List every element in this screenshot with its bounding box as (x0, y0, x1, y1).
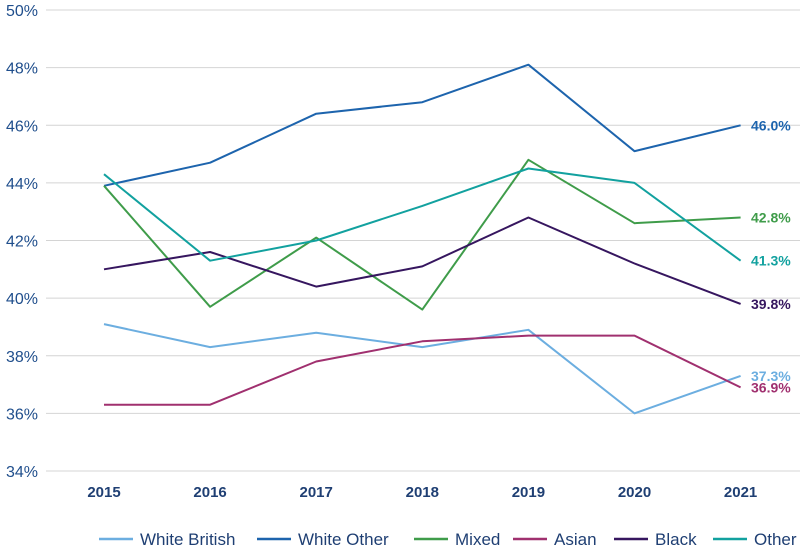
end-label-black: 39.8% (751, 296, 791, 312)
series-line-white-british (103, 323, 741, 415)
series-line-asian (104, 334, 742, 406)
series-line-other (103, 167, 742, 262)
x-axis: 2015 2016 2017 2018 2019 2020 2021 (87, 484, 757, 501)
x-tick-label: 2020 (618, 484, 651, 501)
y-tick-label: 36% (6, 406, 38, 423)
end-labels: 37.3% 46.0% 42.8% 36.9% 39.8% 41.3% (751, 117, 791, 395)
x-tick-label: 2019 (512, 484, 545, 501)
end-label-white-british: 37.3% (751, 368, 791, 384)
end-label-asian: 36.9% (751, 379, 791, 395)
end-label-other: 41.3% (751, 253, 791, 269)
y-tick-label: 42% (6, 234, 38, 251)
y-tick-label: 44% (6, 176, 38, 193)
series-lines (103, 63, 742, 415)
series-line-black (103, 216, 741, 305)
y-tick-label: 34% (6, 464, 38, 481)
legend-label-black: Black (655, 530, 697, 548)
legend-label-other: Other (754, 530, 797, 548)
x-tick-label: 2016 (193, 484, 226, 501)
series-line-white-other (103, 63, 741, 187)
series-line-mixed (103, 158, 741, 311)
legend-label-asian: Asian (554, 530, 597, 548)
y-tick-label: 38% (6, 349, 38, 366)
legend-label-white-british: White British (140, 530, 235, 548)
y-tick-label: 46% (6, 118, 38, 135)
legend: White British White Other Mixed Asian Black O… (99, 530, 797, 548)
y-tick-label: 40% (6, 291, 38, 308)
gridlines (46, 9, 800, 472)
end-label-mixed: 42.8% (751, 209, 791, 225)
legend-label-white-other: White Other (298, 530, 389, 548)
legend-label-mixed: Mixed (455, 530, 500, 548)
x-tick-label: 2015 (87, 484, 120, 501)
x-tick-label: 2017 (300, 484, 333, 501)
y-tick-label: 50% (6, 3, 38, 20)
x-tick-label: 2018 (406, 484, 439, 501)
y-axis: 34% 36% 38% 40% 42% 44% 46% 48% 50% (6, 3, 38, 481)
y-tick-label: 48% (6, 61, 38, 78)
end-label-white-other: 46.0% (751, 117, 791, 133)
x-tick-label: 2021 (724, 484, 757, 501)
